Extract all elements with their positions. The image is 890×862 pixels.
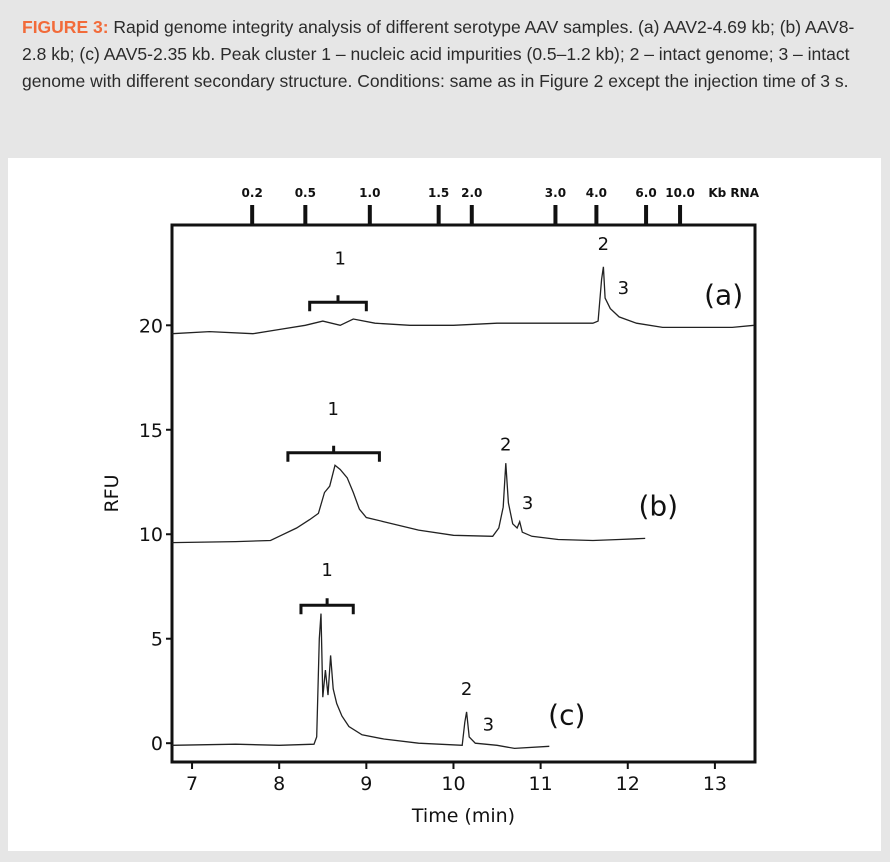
- caption-text: Rapid genome integrity analysis of diffe…: [22, 17, 855, 91]
- kb-tick-label: 1.0: [359, 186, 380, 200]
- trace-label: (b): [638, 489, 678, 522]
- y-tick-label: 20: [139, 315, 163, 337]
- y-tick-label: 15: [139, 420, 163, 442]
- kb-tick-label: 10.0: [665, 186, 695, 200]
- plot-frame: [170, 223, 757, 764]
- kb-tick-label: 3.0: [545, 186, 566, 200]
- peak-label: 3: [522, 493, 533, 514]
- peak-bracket: [308, 295, 368, 312]
- x-tick-label: 10: [441, 773, 465, 795]
- peak-label: 2: [500, 435, 511, 456]
- kb-tick-label: 0.5: [295, 186, 316, 200]
- trace-line: [171, 266, 755, 335]
- y-axis-label: RFU: [101, 474, 123, 512]
- trace-line: [171, 463, 646, 544]
- trace-line: [171, 613, 550, 750]
- x-tick-label: 7: [186, 773, 198, 795]
- x-tick-label: 12: [616, 773, 640, 795]
- x-tick-label: 13: [703, 773, 727, 795]
- kb-tick-label: 2.0: [461, 186, 482, 200]
- trace-label: (a): [704, 278, 743, 311]
- figure-panel: [8, 158, 881, 851]
- kb-tick-label: 0.2: [242, 186, 263, 200]
- kb-tick-label: 6.0: [635, 186, 656, 200]
- x-tick-label: 8: [273, 773, 285, 795]
- peak-label: 2: [461, 679, 472, 700]
- trace-label: (c): [548, 698, 585, 731]
- peak-label: 3: [618, 278, 629, 299]
- peak-label: 1: [334, 249, 345, 270]
- figure-caption: FIGURE 3: Rapid genome integrity analysi…: [22, 14, 872, 95]
- x-tick-label: 9: [360, 773, 372, 795]
- peak-bracket: [286, 445, 381, 462]
- kb-tick-label: 1.5: [428, 186, 449, 200]
- y-tick-label: 0: [151, 733, 163, 755]
- kb-tick-label: 4.0: [586, 186, 607, 200]
- x-axis-label: Time (min): [411, 805, 515, 827]
- y-tick-label: 10: [139, 524, 163, 546]
- y-tick-label: 5: [151, 629, 163, 651]
- peak-label: 1: [321, 560, 332, 581]
- peak-label: 2: [598, 234, 609, 255]
- peak-label: 3: [483, 715, 494, 736]
- kb-axis-label: Kb RNA: [708, 186, 759, 200]
- figure-label: FIGURE 3:: [22, 17, 109, 37]
- peak-bracket: [299, 598, 355, 615]
- peak-label: 1: [327, 399, 338, 420]
- x-tick-label: 11: [529, 773, 553, 795]
